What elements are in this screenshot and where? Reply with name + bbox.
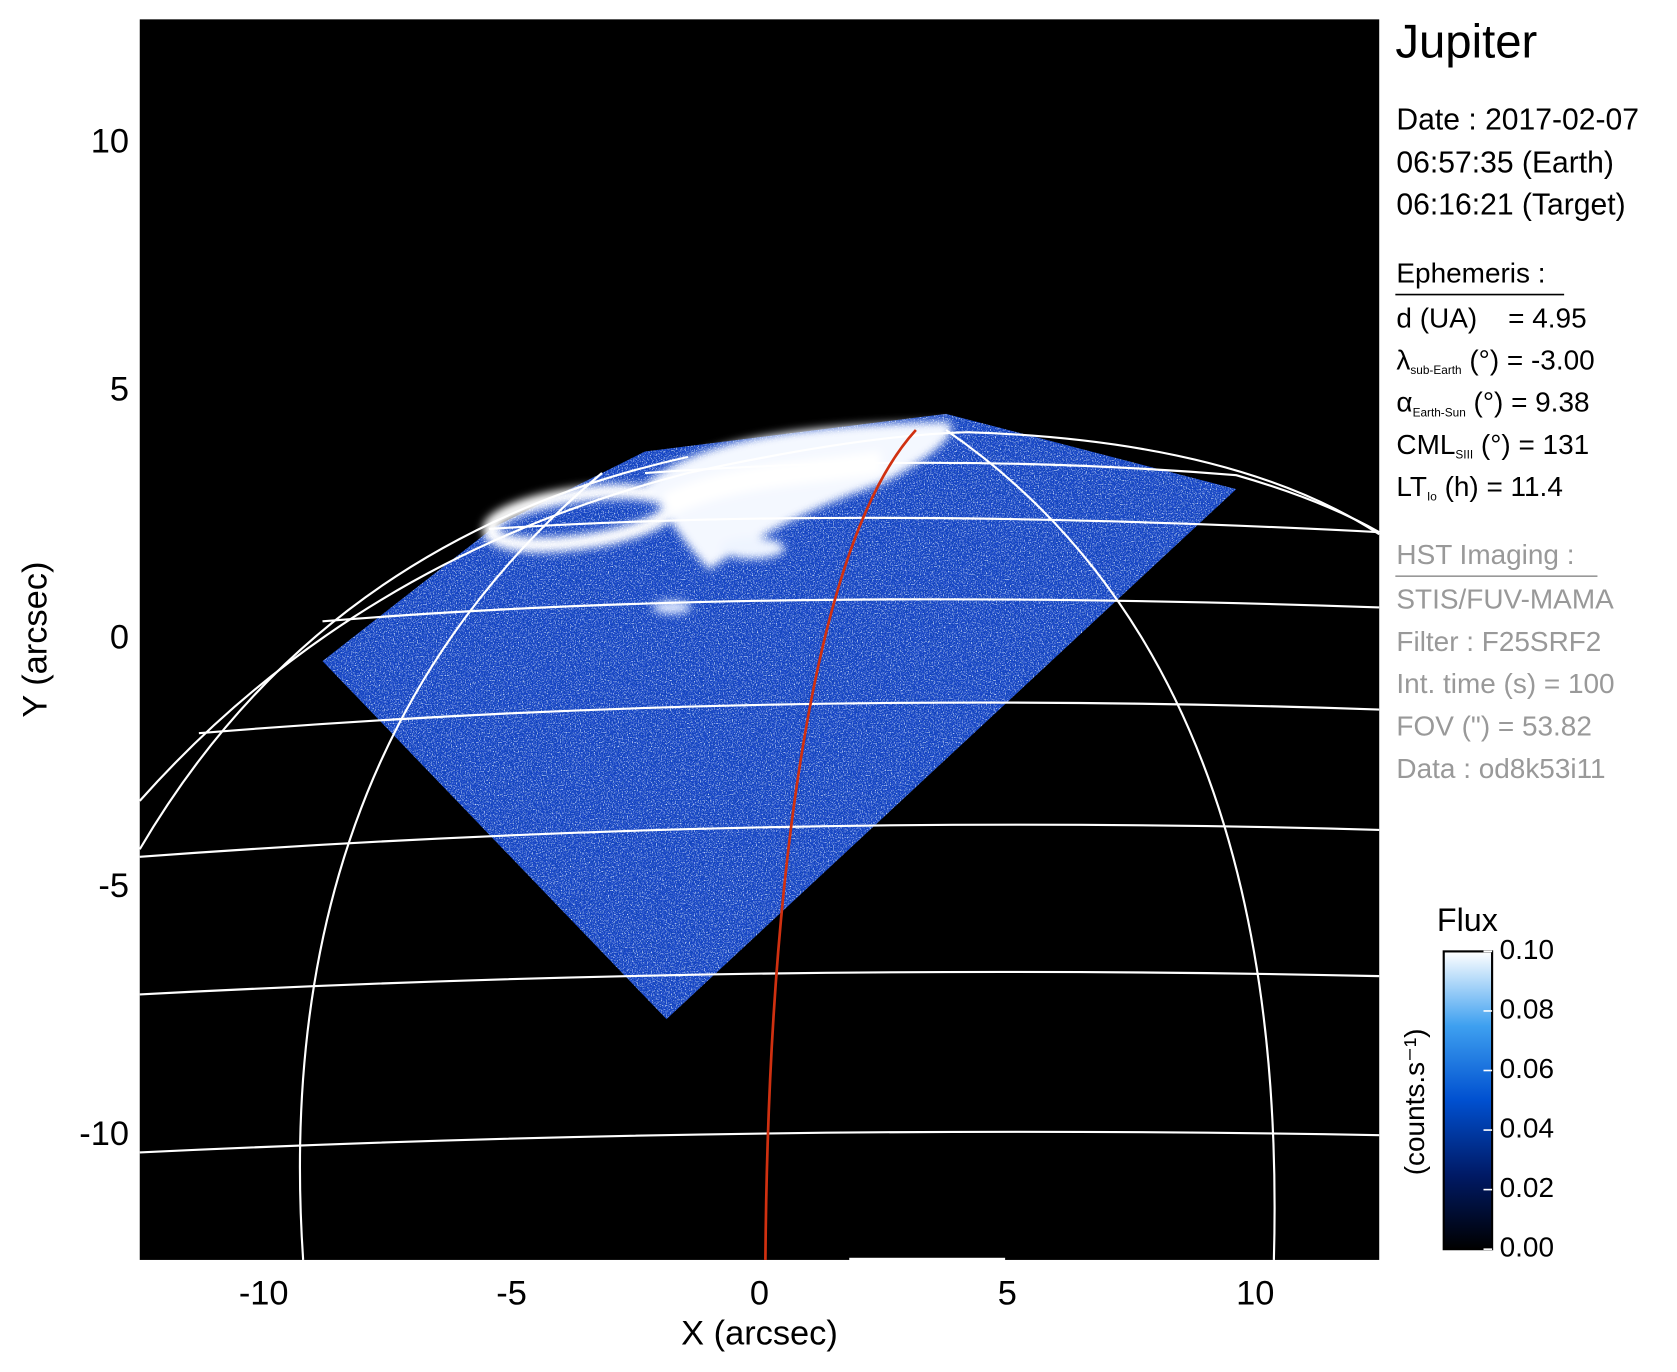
date-line: 06:57:35 (Earth) bbox=[1396, 146, 1613, 179]
hst-row: STIS/FUV-MAMA bbox=[1396, 583, 1614, 614]
ephemeris-row: CMLSIII (°) = 131 bbox=[1396, 429, 1589, 461]
colorbar-title: Flux bbox=[1437, 902, 1498, 938]
x-tick-label: 0 bbox=[750, 1274, 769, 1312]
y-tick-label: 10 bbox=[91, 123, 129, 161]
colorbar-label: (counts.s⁻¹) bbox=[1399, 1029, 1430, 1176]
noise-bright bbox=[322, 413, 1237, 1020]
y-axis-label: Y (arcsec) bbox=[17, 562, 55, 718]
y-tick-label: 5 bbox=[110, 371, 129, 409]
colorbar bbox=[1442, 950, 1494, 1251]
ephemeris-main: LT bbox=[1396, 472, 1427, 503]
ephemeris-main: d (UA) = 4.95 bbox=[1396, 303, 1586, 334]
aurora bbox=[482, 421, 952, 614]
ephemeris-sub: Io bbox=[1427, 490, 1437, 504]
sub-earth-meridian bbox=[764, 429, 917, 1260]
x-tick-label: -5 bbox=[496, 1274, 527, 1312]
ephemeris-row: αEarth-Sun (°) = 9.38 bbox=[1396, 387, 1589, 419]
coordinate-grid bbox=[138, 429, 1380, 1261]
hst-row: Filter : F25SRF2 bbox=[1396, 626, 1601, 657]
y-tick-label: 0 bbox=[110, 619, 129, 657]
colorbar-tick-label: 0.00 bbox=[1500, 1232, 1554, 1263]
ephemeris-main: α bbox=[1396, 387, 1412, 418]
section-header: Ephemeris : bbox=[1396, 258, 1545, 289]
hst-row: Int. time (s) = 100 bbox=[1396, 668, 1614, 699]
ephemeris-sub: SIII bbox=[1455, 448, 1473, 462]
ephemeris-row: LTIo (h) = 11.4 bbox=[1396, 472, 1562, 504]
colorbar-tick-label: 0.10 bbox=[1500, 934, 1554, 965]
colorbar-tick-label: 0.06 bbox=[1500, 1053, 1554, 1084]
date-line: 06:16:21 (Target) bbox=[1396, 188, 1625, 221]
x-tick-label: 10 bbox=[1236, 1274, 1274, 1312]
y-tick-label: -5 bbox=[98, 867, 129, 905]
ephemeris-row: d (UA) = 4.95 bbox=[1396, 303, 1586, 334]
ephemeris-rest: (°) = -3.00 bbox=[1462, 345, 1595, 376]
image bbox=[322, 413, 1237, 1020]
ephemeris-main: λ bbox=[1396, 345, 1410, 376]
image-edge bbox=[849, 1257, 1006, 1262]
planet-title: Jupiter bbox=[1395, 16, 1537, 69]
ephemeris-sub: Earth-Sun bbox=[1413, 405, 1466, 419]
ephemeris-rest: (°) = 131 bbox=[1473, 429, 1589, 460]
ephemeris-rest: (°) = 9.38 bbox=[1466, 387, 1590, 418]
ephemeris-main: CML bbox=[1396, 429, 1455, 460]
info-panel: Jupiter Date : 2017-02-07 06:57:35 (Eart… bbox=[1395, 16, 1639, 578]
x-tick-label: 5 bbox=[998, 1274, 1017, 1312]
colorbar-tick-label: 0.04 bbox=[1500, 1112, 1554, 1143]
ephemeris-row: λsub-Earth (°) = -3.00 bbox=[1396, 345, 1594, 377]
x-tick-label: -10 bbox=[239, 1274, 289, 1312]
hst-row: Data : od8k53i11 bbox=[1396, 753, 1605, 784]
date-line: Date : 2017-02-07 bbox=[1396, 103, 1639, 136]
colorbar-tick-label: 0.08 bbox=[1500, 993, 1554, 1024]
hst-row: FOV (") = 53.82 bbox=[1396, 711, 1591, 742]
x-axis-label: X (arcsec) bbox=[681, 1314, 838, 1352]
colorbar-tick-label: 0.02 bbox=[1500, 1172, 1554, 1203]
y-tick-label: -10 bbox=[79, 1115, 129, 1153]
section-header: HST Imaging : bbox=[1396, 539, 1574, 570]
ephemeris-rest: (h) = 11.4 bbox=[1437, 472, 1563, 503]
ephemeris-sub: sub-Earth bbox=[1410, 363, 1461, 377]
